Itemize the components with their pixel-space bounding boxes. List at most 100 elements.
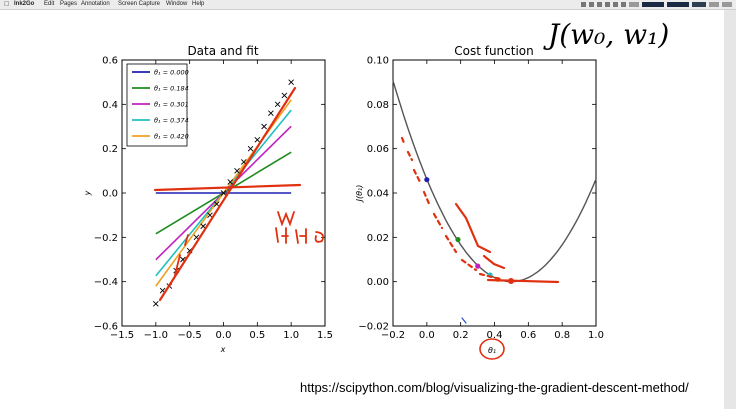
handwritten-annotation-right [400,136,560,360]
x-tick-label: 0.4 [487,330,503,341]
data-point [254,136,261,143]
drawn-min-dot [508,278,514,284]
x-tick-label: 0.0 [216,330,232,341]
drawn-arrow-stroke-2 [482,254,506,270]
drawn-theta0 [295,228,325,244]
x-tick-label: −0.5 [178,330,202,341]
descent-step-point [475,263,481,269]
data-fit-xlabel: x [220,345,226,354]
drawn-min-line [486,278,560,284]
y-tick-label: −0.6 [94,322,118,333]
pointer-cursor-icon [461,317,467,324]
data-point [261,123,267,130]
drawn-dash-marks [174,234,189,276]
menu-item-window[interactable]: Window [166,1,188,7]
source-url[interactable]: https://scipython.com/blog/visualizing-t… [300,380,689,395]
data-point [288,79,294,85]
drawn-horizontal-stroke [153,183,302,192]
data-fit-ylabel: y [83,190,92,196]
board-mode-icon[interactable] [667,2,689,7]
cost-xlabel: θ₁ [488,346,496,355]
y-tick-label: −0.2 [94,233,118,244]
legend-label-1: θ₁ = 0.184 [154,85,189,93]
data-point [274,101,281,108]
drawn-theta1 [275,227,289,244]
legend-label-3: θ₁ = 0.374 [154,117,189,125]
pen-tool-icon[interactable] [581,2,586,7]
window-edge [724,10,736,409]
y-tick-label: −0.4 [94,277,118,288]
x-tick-label: −1.0 [144,330,168,341]
color-palette-icon[interactable] [629,2,639,7]
data-fit-title: Data and fit [187,44,258,58]
x-tick-label: 0.5 [249,330,265,341]
cost-title: Cost function [454,44,534,58]
shape-tool-icon[interactable] [621,2,626,7]
y-tick-label: 0.00 [367,277,389,288]
x-tick-label: 1.0 [283,330,299,341]
x-tick-label: 1.0 [588,330,604,341]
menu-app-name[interactable]: Ink2Go [14,1,35,7]
legend-label-2: θ₁ = 0.301 [154,101,189,109]
data-point [281,92,288,99]
y-tick-label: 0.08 [367,100,389,111]
drawn-arrow-stroke [454,202,492,254]
x-tick-label: 1.5 [317,330,333,341]
apple-icon[interactable]:  [4,1,9,8]
data-point [247,145,254,152]
data-point [213,201,220,207]
x-tick-label: −0.2 [381,330,405,341]
undo-icon[interactable] [605,2,610,7]
data-point [268,110,274,117]
clock-icon [722,2,732,7]
drawn-fit-stroke [158,86,297,302]
descent-step-point [455,236,461,243]
cost-function-label: J(w₀, w₁) [548,18,670,51]
drawn-descent-path [400,136,502,281]
data-point [153,301,159,307]
menu-item-edit[interactable]: Edit [44,1,55,7]
legend-label-0: θ₁ = 0.000 [154,69,189,77]
y-tick-label: 0.04 [367,189,389,200]
legend: θ₁ = 0.000 θ₁ = 0.184 θ₁ = 0.301 θ₁ = 0.374… [126,63,189,147]
data-point [240,159,247,165]
cost-axes-frame [392,59,597,327]
data-point [220,190,227,196]
wifi-icon [692,2,706,7]
menu-item-pages[interactable]: Pages [60,1,78,7]
menu-item-help[interactable]: Help [192,1,205,7]
drawn-theta-circle [479,338,505,360]
handwritten-annotation-left [153,86,325,302]
descent-step-point [424,177,430,183]
drawn-letter-w [277,211,295,227]
redo-icon[interactable] [613,2,618,7]
screen-capture-icon[interactable] [642,2,664,7]
x-tick-label: 0.8 [554,330,570,341]
status-tray [581,1,732,8]
y-tick-label: 0.02 [367,233,389,244]
legend-frame [126,63,188,147]
y-tick-label: 0.0 [102,189,118,200]
y-tick-label: 0.2 [102,144,118,155]
data-point [234,168,240,174]
menu-item-screen-capture[interactable]: Screen Capture [118,1,161,7]
battery-icon [709,2,719,7]
y-tick-label: 0.6 [102,56,118,67]
x-tick-label: 0.2 [453,330,469,341]
y-tick-label: 0.4 [102,100,118,111]
y-tick-label: 0.06 [367,144,389,155]
cost-function-plot: Cost function J(θ₁) −0.2 0.0 0.2 0.4 0.6 0.8 1… [355,44,604,360]
x-tick-label: 0.6 [520,330,536,341]
x-tick-label: 0.0 [419,330,435,341]
eraser-tool-icon[interactable] [597,2,602,7]
marker-tool-icon[interactable] [589,2,594,7]
y-tick-label: 0.10 [367,56,389,67]
legend-label-4: θ₁ = 0.420 [154,133,189,141]
data-fit-plot: Data and fit x y −1.5 −1.0 −0.5 0.0 0.5 1.0 1.… [83,44,333,354]
menu-bar:  Ink2Go Edit Pages Annotation Screen Ca… [0,0,736,10]
cost-ylabel: J(θ₁) [355,185,364,204]
x-tick-label: −1.5 [110,330,134,341]
data-point [207,212,213,218]
menu-item-annotation[interactable]: Annotation [81,1,110,7]
